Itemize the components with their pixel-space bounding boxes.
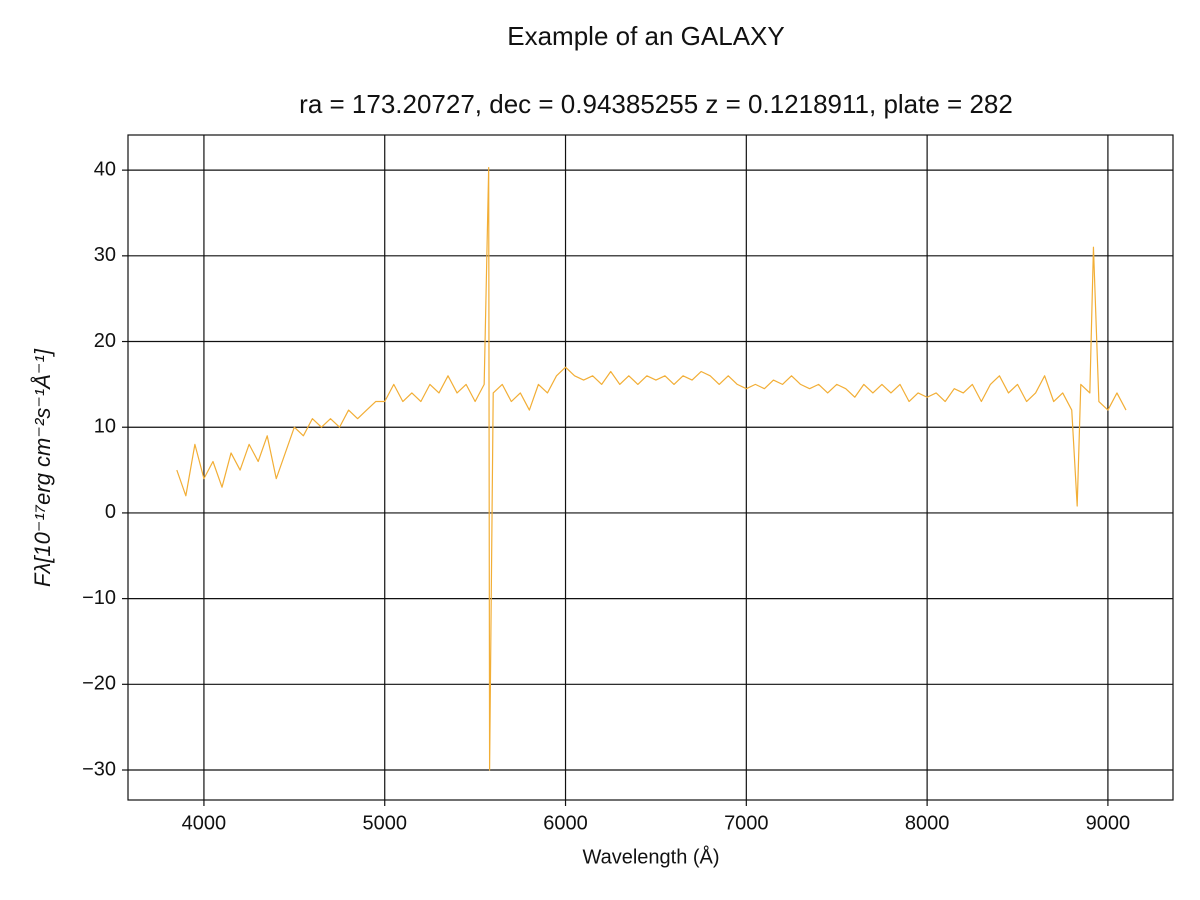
spectrum-line — [176, 166, 1127, 771]
chart-subtitle: ra = 173.20727, dec = 0.94385255 z = 0.1… — [299, 89, 1013, 119]
x-tick-label: 9000 — [1086, 812, 1131, 834]
x-axis-label: Wavelength (Å) — [582, 845, 719, 868]
y-tick-label: 40 — [94, 158, 116, 180]
chart-title: Example of an GALAXY — [507, 21, 784, 51]
y-tick-label: −30 — [82, 758, 116, 780]
x-tick-label: 4000 — [182, 812, 227, 834]
x-tick-label: 5000 — [362, 812, 407, 834]
x-tick-label: 6000 — [543, 812, 588, 834]
plot-frame — [127, 134, 1174, 801]
y-tick-label: −10 — [82, 587, 116, 609]
y-axis-label: Fλ[10⁻¹⁷erg cm⁻²s⁻¹Å⁻¹] — [30, 348, 55, 587]
y-tick-label: 10 — [94, 416, 116, 438]
x-tick-label: 8000 — [905, 812, 950, 834]
y-tick-label: 0 — [105, 501, 116, 523]
y-tick-label: −20 — [82, 673, 116, 695]
y-tick-label: 20 — [94, 330, 116, 352]
x-tick-label: 7000 — [724, 812, 769, 834]
y-tick-label: 30 — [94, 244, 116, 266]
